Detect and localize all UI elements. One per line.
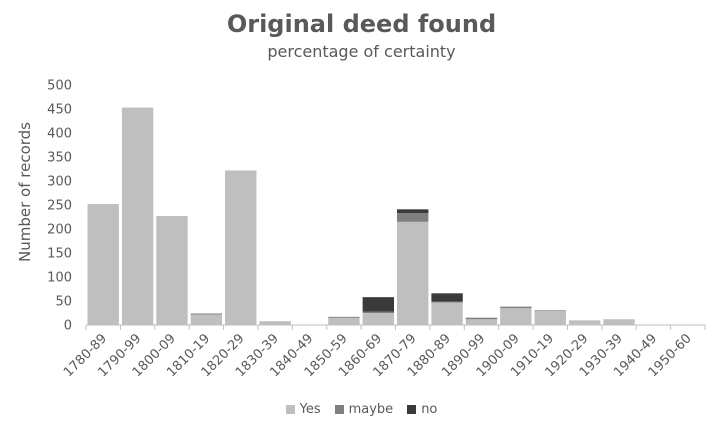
bars-layer	[87, 107, 635, 325]
y-tick-label: 300	[47, 175, 72, 190]
legend-item-maybe: maybe	[334, 402, 394, 417]
bar-maybe-1900-09	[500, 307, 532, 309]
bar-no-1880-89	[431, 293, 463, 302]
chart-subtitle: percentage of certainty	[267, 42, 456, 61]
bar-yes-1780-89	[87, 204, 119, 325]
legend-label: Yes	[299, 402, 321, 417]
bar-yes-1880-89	[431, 302, 463, 325]
bar-yes-1910-19	[534, 310, 566, 325]
legend-label: maybe	[348, 402, 394, 417]
bar-yes-1860-69	[362, 313, 394, 325]
legend-item-yes: Yes	[285, 402, 321, 417]
bar-maybe-1860-69	[362, 311, 394, 313]
bar-yes-1920-29	[568, 321, 601, 325]
bar-maybe-1850-59	[328, 316, 360, 318]
y-tick-label: 150	[47, 247, 72, 262]
legend-swatch	[407, 405, 417, 414]
y-tick-label: 350	[47, 151, 72, 166]
legend: Yes maybe no	[0, 402, 723, 417]
bar-no-1870-79	[397, 209, 429, 214]
y-tick-label: 500	[47, 79, 72, 94]
bar-yes-1800-09	[156, 216, 188, 325]
x-axis-ticks: 1780-891790-991800-091810-191820-291830-…	[61, 325, 706, 380]
bar-yes-1850-59	[328, 317, 360, 325]
y-tick-label: 200	[47, 223, 72, 238]
legend-label: no	[421, 402, 438, 417]
y-tick-label: 50	[55, 295, 72, 310]
bar-yes-1870-79	[397, 221, 429, 325]
y-tick-label: 400	[47, 127, 72, 142]
bar-yes-1790-99	[121, 107, 154, 325]
bar-maybe-1870-79	[397, 213, 429, 222]
y-axis-ticks: 0 50 100 150 200 250 300 350 400 450 500	[47, 79, 72, 334]
y-tick-label: 100	[47, 271, 72, 286]
bar-no-1860-69	[362, 297, 394, 312]
legend-item-no: no	[407, 402, 437, 417]
legend-swatch	[334, 405, 344, 414]
y-axis-label: Number of records	[16, 122, 34, 262]
bar-yes-1810-19	[190, 314, 223, 325]
bar-yes-1930-39	[603, 319, 635, 325]
bar-yes-1900-09	[500, 308, 532, 325]
bar-yes-1830-39	[259, 321, 291, 325]
legend-swatch	[285, 405, 295, 414]
y-tick-label: 0	[64, 319, 72, 334]
bar-maybe-1890-99	[465, 318, 498, 320]
bar-maybe-1810-19	[190, 313, 223, 315]
y-tick-label: 250	[47, 199, 72, 214]
bar-yes-1890-99	[465, 319, 498, 325]
bar-yes-1820-29	[225, 170, 257, 325]
bar-maybe-1880-89	[431, 301, 463, 303]
y-tick-label: 450	[47, 103, 72, 118]
chart-title: Original deed found	[226, 10, 497, 38]
